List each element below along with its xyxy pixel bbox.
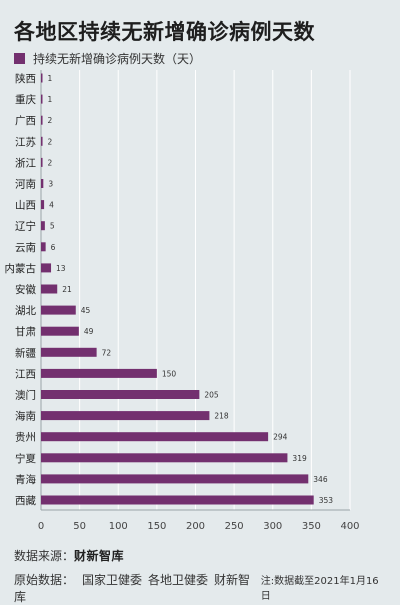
- category-label: 湖北: [15, 305, 36, 317]
- data-label: 2: [48, 137, 53, 146]
- category-label: 内蒙古: [5, 262, 37, 275]
- data-label: 21: [62, 285, 72, 294]
- category-label: 重庆: [15, 93, 36, 106]
- data-label: 218: [214, 412, 229, 421]
- data-label: 4: [49, 201, 54, 210]
- category-label: 辽宁: [15, 220, 36, 233]
- category-label: 安徽: [15, 283, 36, 296]
- bar: [41, 411, 210, 421]
- data-label: 13: [56, 264, 66, 273]
- x-tick-label: 250: [225, 521, 244, 532]
- data-label: 319: [292, 454, 307, 463]
- bar: [41, 179, 44, 188]
- category-label: 江西: [15, 368, 36, 380]
- original-source-2: 各地卫健委: [148, 573, 209, 587]
- category-label: 新疆: [15, 346, 36, 359]
- category-label: 山西: [15, 200, 36, 212]
- data-label: 205: [204, 391, 219, 400]
- data-label: 353: [319, 496, 334, 505]
- data-source-label: 数据来源：: [14, 549, 75, 563]
- original-data: 原始数据： 国家卫健委 各地卫健委 财新智库 注:数据截至2021年1月16日: [14, 571, 388, 605]
- bar: [41, 94, 43, 104]
- x-tick-label: 200: [186, 521, 205, 532]
- data-label: 1: [48, 74, 53, 83]
- bar: [41, 200, 45, 210]
- data-label: 2: [48, 158, 53, 167]
- bar: [41, 474, 309, 484]
- bar: [41, 284, 58, 294]
- bar: [41, 368, 157, 378]
- data-label: 5: [50, 222, 55, 231]
- data-label: 6: [51, 243, 56, 252]
- category-label: 江苏: [15, 135, 36, 148]
- legend: 持续无新增确诊病例天数（天）: [14, 50, 201, 67]
- bar: [41, 305, 76, 315]
- bar: [41, 242, 46, 252]
- category-label: 青海: [15, 473, 36, 486]
- category-label: 甘肃: [15, 325, 36, 338]
- bar: [41, 326, 79, 336]
- bar: [41, 73, 43, 83]
- x-tick-label: 0: [38, 521, 44, 532]
- legend-label: 持续无新增确诊病例天数（天）: [33, 52, 202, 66]
- data-label: 1: [48, 95, 53, 104]
- date-note: 注:数据截至2021年1月16日: [260, 576, 379, 602]
- data-source: 数据来源：财新智库: [14, 547, 388, 564]
- category-label: 陕西: [15, 72, 36, 85]
- data-label: 49: [84, 327, 94, 336]
- bar: [41, 221, 45, 231]
- x-tick-label: 300: [263, 521, 282, 532]
- original-source-1: 国家卫健委: [82, 573, 143, 587]
- data-label: 294: [273, 433, 288, 442]
- bar: [41, 347, 97, 357]
- bar: [41, 390, 200, 399]
- x-tick-label: 400: [340, 521, 359, 532]
- x-tick-label: 150: [147, 521, 166, 532]
- data-label: 72: [102, 348, 112, 357]
- data-label: 150: [162, 369, 177, 378]
- bar: [41, 453, 288, 463]
- bar: [41, 115, 43, 125]
- data-label: 3: [48, 180, 53, 189]
- x-tick-label: 50: [73, 521, 86, 532]
- bar: [41, 157, 43, 167]
- category-label: 广西: [15, 115, 36, 127]
- data-source-brand: 财新智库: [74, 549, 125, 563]
- legend-swatch: [14, 53, 25, 64]
- category-label: 河南: [15, 178, 36, 191]
- category-label: 澳门: [15, 389, 36, 402]
- data-label: 45: [81, 306, 91, 315]
- data-label: 2: [48, 116, 53, 125]
- bar: [41, 495, 314, 505]
- category-label: 宁夏: [15, 452, 36, 465]
- category-label: 西藏: [15, 495, 36, 507]
- x-tick-label: 350: [302, 521, 321, 532]
- category-label: 云南: [15, 241, 36, 254]
- original-data-label: 原始数据：: [14, 573, 75, 587]
- x-tick-label: 100: [109, 521, 128, 532]
- chart-title: 各地区持续无新增确诊病例天数: [14, 20, 315, 44]
- category-label: 贵州: [15, 431, 36, 444]
- data-label: 346: [313, 475, 328, 484]
- bar: [41, 136, 43, 146]
- bar: [41, 432, 269, 442]
- category-label: 海南: [15, 410, 36, 423]
- category-label: 浙江: [15, 157, 36, 169]
- bar: [41, 263, 52, 273]
